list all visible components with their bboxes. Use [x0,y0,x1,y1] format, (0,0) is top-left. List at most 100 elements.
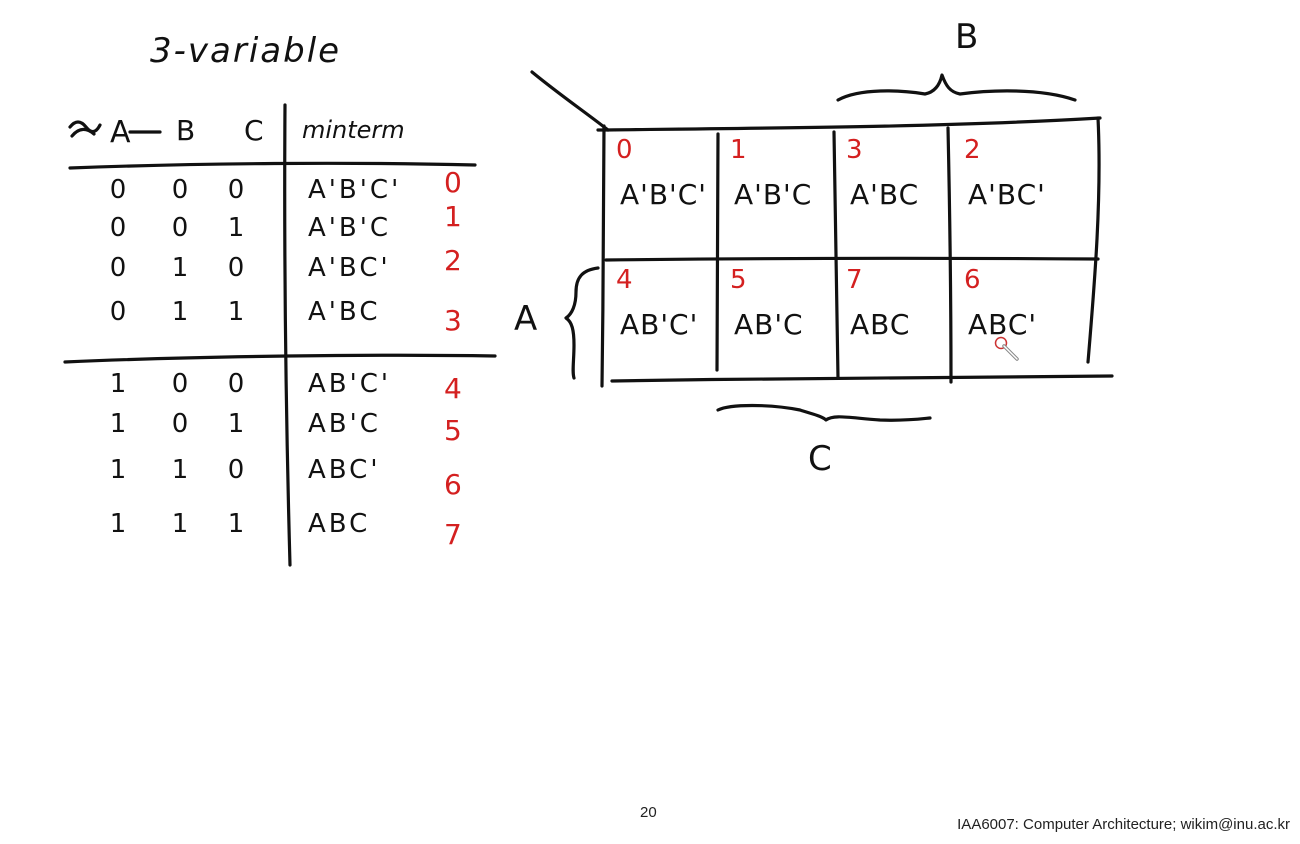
kmap-cell-minterm: AB'C' [620,308,698,341]
cell-minterm-index: 0 [444,166,462,199]
cell-a: 1 [110,369,127,399]
table-row: 1 1 0 ABC' 6 [110,455,462,501]
cell-c: 0 [228,369,245,399]
cell-minterm: A'B'C' [308,175,401,205]
kmap-c-brace [716,403,932,422]
kmap-col-line-3 [946,126,953,384]
kmap-col-line-1 [715,132,720,372]
kmap-col-line-2 [832,130,840,380]
table-row: 0 0 1 A'B'C 1 [110,200,462,243]
cell-minterm: A'BC [308,297,380,327]
cell-b: 0 [172,213,189,243]
table-mid-line [63,353,497,364]
table-vertical-line [283,103,292,567]
kmap-b-brace [836,73,1077,102]
cell-minterm: AB'C' [308,369,391,399]
cell-b: 0 [172,369,189,399]
truth-table: A B C minterm 0 0 0 A'B'C' 00 0 1 A'B'C 10 1 0 A'BC… [63,103,497,567]
kmap-cell-index: 2 [964,135,981,165]
kmap-cell: 7 ABC [846,265,910,341]
kmap-cell: 0 A'B'C' [616,135,707,211]
cell-b: 1 [172,297,189,327]
footer-course-info: IAA6007: Computer Architecture; wikim@in… [957,816,1290,833]
kmap-cell: 1 A'B'C [730,135,812,211]
kmap-cell: 3 A'BC [846,135,919,211]
header-a: A [110,115,131,150]
cell-minterm: ABC' [308,455,380,485]
table-row: 1 0 0 AB'C' 4 [110,369,462,405]
cell-c: 1 [228,409,245,439]
page-number: 20 [640,804,657,821]
kmap-middle-line [604,256,1100,262]
cell-minterm-index: 1 [444,200,462,233]
cell-b: 1 [172,509,189,539]
kmap-label-b: B [955,17,978,57]
kmap-left-line [600,124,606,388]
cell-minterm-index: 3 [444,304,462,337]
kmap-label-a: A [514,299,537,339]
kmap-cell: 2 A'BC' [964,135,1046,211]
table-row: 0 0 0 A'B'C' 0 [110,166,462,205]
cell-c: 1 [228,213,245,243]
cell-c: 0 [228,175,245,205]
cell-b: 0 [172,409,189,439]
slide-title: 3-variable [150,31,341,71]
kmap-cell-minterm: ABC [850,308,910,341]
kmap-cell: 6 ABC' [964,265,1037,341]
header-minterm: minterm [302,116,405,144]
cell-a: 1 [110,455,127,485]
kmap-cell-index: 5 [730,265,747,295]
cell-a: 0 [110,253,127,283]
cell-a: 1 [110,509,127,539]
table-row: 0 1 1 A'BC 3 [110,297,462,337]
cell-minterm-index: 5 [444,414,462,447]
cell-c: 1 [228,297,245,327]
cell-a: 1 [110,409,127,439]
cell-b: 1 [172,455,189,485]
kmap-top-line [596,116,1102,132]
kmap-cell-minterm: A'BC [850,178,919,211]
table-row: 1 1 1 ABC 7 [110,509,462,551]
cell-b: 0 [172,175,189,205]
cell-c: 0 [228,455,245,485]
kmap-corner-diagonal [530,70,610,132]
kmap-cell-index: 6 [964,265,981,295]
table-header-line [68,161,477,170]
cell-a: 0 [110,175,127,205]
kmap-cell-minterm: AB'C [734,308,804,341]
cell-minterm: A'BC' [308,253,391,283]
kmap-cell: 4 AB'C' [616,265,698,341]
kmap-cell-index: 1 [730,135,747,165]
kmap-cell-index: 0 [616,135,633,165]
cell-c: 1 [228,509,245,539]
kmap-cell-minterm: A'B'C' [620,178,707,211]
cell-minterm-index: 2 [444,244,462,277]
kmap-a-brace [564,266,600,380]
pointer-cursor-icon [994,336,1019,361]
kmap-cell-minterm: ABC' [968,308,1037,341]
kmap: B A C 0 A'B'C' 1 A'B'C 3 A'BC 2 A'BC' 4 AB'C' 5 AB'… [514,17,1114,479]
header-b: B [176,114,195,147]
kmap-right-line [1086,116,1101,364]
kmap-label-c: C [808,439,832,479]
header-c: C [244,114,264,147]
kmap-cell-index: 4 [616,265,633,295]
cell-b: 1 [172,253,189,283]
cell-a: 0 [110,213,127,243]
cell-minterm-index: 7 [444,518,462,551]
cell-a: 0 [110,297,127,327]
kmap-cell: 5 AB'C [730,265,804,341]
cell-minterm: ABC [308,509,370,539]
kmap-cell-index: 7 [846,265,863,295]
table-row: 1 0 1 AB'C 5 [110,409,462,447]
cell-minterm-index: 6 [444,468,462,501]
kmap-cell-minterm: A'B'C [734,178,812,211]
cell-minterm: A'B'C [308,213,391,243]
kmap-cell-minterm: A'BC' [968,178,1046,211]
cell-minterm-index: 4 [444,372,462,405]
table-row: 0 1 0 A'BC' 2 [110,244,462,283]
kmap-bottom-line [610,374,1114,383]
kmap-cell-index: 3 [846,135,863,165]
cell-minterm: AB'C [308,409,381,439]
header-scribble [68,120,102,138]
